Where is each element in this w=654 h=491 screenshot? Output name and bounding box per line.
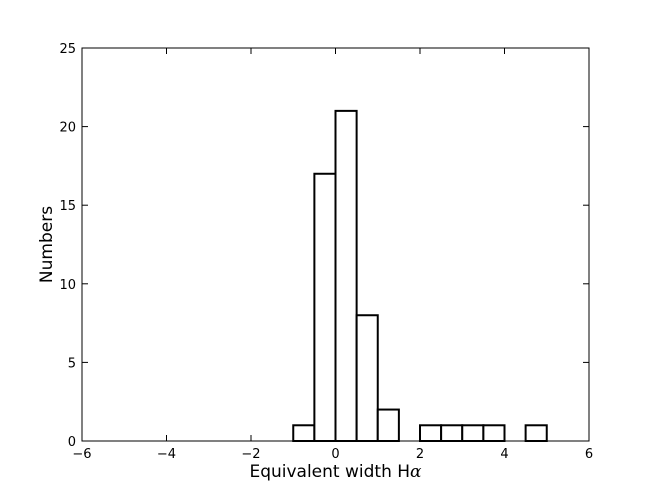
y-tick-label: 25 xyxy=(59,42,76,57)
histogram-bars xyxy=(292,109,548,442)
histogram-bar xyxy=(461,424,485,442)
y-tick-label: 10 xyxy=(59,278,76,293)
x-tick-label: −4 xyxy=(157,447,176,462)
histogram-bar xyxy=(292,424,316,442)
y-axis-label: Numbers xyxy=(37,206,57,283)
histogram-bar xyxy=(313,172,337,442)
histogram-bar xyxy=(376,408,400,442)
x-axis-label: Equivalent width Hα xyxy=(249,462,422,482)
x-axis-label-symbol: α xyxy=(410,462,422,482)
y-tick-label: 20 xyxy=(59,121,76,136)
x-tick-label: −2 xyxy=(241,447,260,462)
histogram-bar xyxy=(334,109,358,442)
histogram-bar xyxy=(419,424,443,442)
x-tick-label: 0 xyxy=(331,447,339,462)
axis-ticks: −6 −4 −2 0 2 4 6 0 5 10 15 20 25 xyxy=(59,42,593,462)
histogram-bar xyxy=(440,424,464,442)
x-tick-label: −6 xyxy=(72,447,91,462)
x-tick-label: 4 xyxy=(500,447,508,462)
histogram-bar xyxy=(482,424,506,442)
y-tick-label: 0 xyxy=(68,435,76,450)
x-tick-label: 2 xyxy=(416,447,424,462)
y-tick-label: 5 xyxy=(68,356,76,371)
histogram-bar xyxy=(524,424,548,442)
x-tick-label: 6 xyxy=(585,447,593,462)
y-tick-label: 15 xyxy=(59,199,76,214)
histogram-bar xyxy=(355,314,379,442)
